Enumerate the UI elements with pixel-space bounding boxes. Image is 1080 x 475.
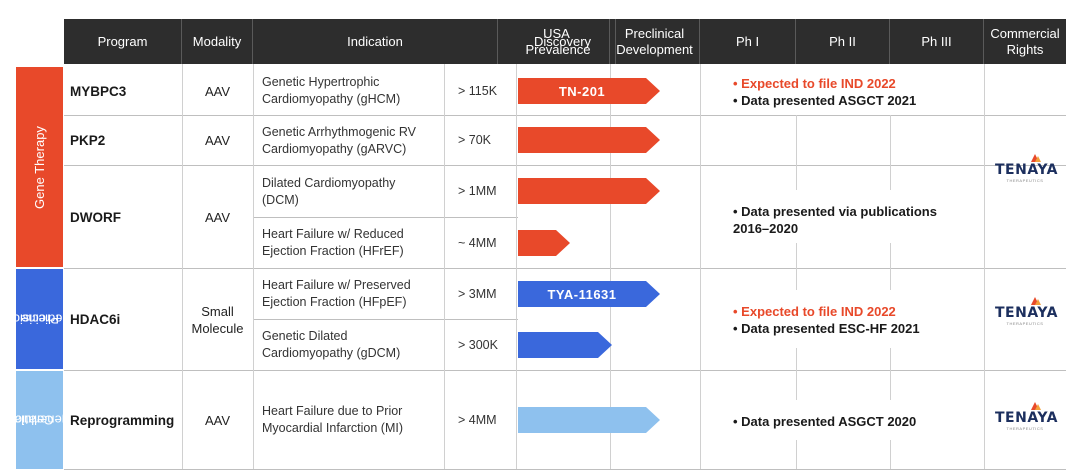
prevalence-mybpc3: > 115K <box>458 83 498 98</box>
header-indication: Indication <box>253 19 498 64</box>
column-divider <box>890 370 891 400</box>
prevalence-dworf-dcm: > 1MM <box>458 184 497 198</box>
header-preclinical: Preclinical Development <box>610 19 700 64</box>
header-ph2: Ph II <box>796 19 890 64</box>
asset-label-tya11631: TYA-11631 <box>547 286 617 302</box>
note-hdac6i: • Expected to file IND 2022 • Data prese… <box>733 304 920 336</box>
asset-label-tn201: TN-201 <box>558 83 606 99</box>
tenaya-logo: TENAYA THERAPEUTICS <box>995 296 1057 326</box>
row-divider <box>64 268 1066 269</box>
program-pkp2: PKP2 <box>70 133 106 148</box>
column-divider <box>444 64 445 469</box>
subrow-divider <box>253 319 518 320</box>
pipeline-bar-mybpc3: TN-201 <box>518 78 660 104</box>
category-cellular-regeneration: Cellular Regeneration <box>8 371 86 469</box>
subrow-divider <box>253 217 518 218</box>
column-divider <box>890 115 891 165</box>
column-divider <box>890 243 891 268</box>
column-divider <box>890 440 891 469</box>
column-divider <box>890 348 891 370</box>
column-divider <box>984 64 985 469</box>
column-divider <box>796 370 797 400</box>
column-divider <box>796 440 797 469</box>
header-ph1: Ph I <box>700 19 796 64</box>
note-dworf: • Data presented via publications 2016–2… <box>733 204 937 236</box>
header-ph3: Ph III <box>890 19 984 64</box>
column-divider <box>182 64 183 469</box>
row-divider <box>64 370 1066 371</box>
prevalence-reprogramming: > 4MM <box>458 412 497 427</box>
header-prevalence: USA Prevalence <box>498 19 616 64</box>
category-gene-therapy: Gene Therapy <box>16 67 63 267</box>
modality-dworf: AAV <box>204 209 231 225</box>
modality-reprogramming: AAV <box>204 412 231 428</box>
indication-mybpc3: Genetic Hypertrophic Cardiomyopathy (gHCM… <box>262 75 401 106</box>
tenaya-logo: TENAYA THERAPEUTICS <box>995 153 1057 183</box>
prevalence-dworf-hfref: ~ 4MM <box>458 235 497 250</box>
category-precision-medicine: Precision Medicine <box>5 269 73 369</box>
indication-hdac6i-hfpef: Heart Failure w/ Preserved Ejection Fract… <box>262 278 411 309</box>
note-mybpc3: • Expected to file IND 2022 • Data prese… <box>733 76 917 108</box>
column-divider <box>700 64 701 469</box>
column-divider <box>796 268 797 290</box>
column-divider <box>890 165 891 190</box>
pipeline-bar-hdac6i-hfpef: TYA-11631 <box>518 281 660 307</box>
program-reprogramming: Reprogramming <box>70 412 175 428</box>
row-divider <box>64 469 1066 470</box>
row-divider <box>64 115 1066 116</box>
note-reprogramming: • Data presented ASGCT 2020 <box>733 414 917 429</box>
column-divider <box>890 268 891 290</box>
program-hdac6i: HDAC6i <box>70 312 121 327</box>
program-mybpc3: MYBPC3 <box>70 83 127 99</box>
indication-pkp2: Genetic Arrhythmogenic RV Cardiomyopathy … <box>262 124 417 156</box>
tenaya-logo: TENAYA THERAPEUTICS <box>995 401 1057 431</box>
indication-hdac6i-gdcm: Genetic Dilated Cardiomyopathy (gDCM) <box>262 329 401 360</box>
column-divider <box>796 243 797 268</box>
header-discovery: Discovery <box>516 19 610 64</box>
indication-dworf-dcm: Dilated Cardiomyopathy (DCM) <box>262 175 396 207</box>
header-program: Program <box>64 19 182 64</box>
row-divider <box>64 165 1066 166</box>
prevalence-hdac6i-hfpef: > 3MM <box>458 286 497 301</box>
column-divider <box>796 165 797 190</box>
column-divider <box>610 64 611 469</box>
indication-reprogramming: Heart Failure due to Prior Myocardial Inf… <box>262 404 404 435</box>
header-modality: Modality <box>182 19 253 64</box>
prevalence-pkp2: > 70K <box>458 133 492 147</box>
modality-hdac6i: Small Molecule <box>191 303 244 336</box>
table-header: Program Modality Indication USA Prevalen… <box>64 19 1066 64</box>
column-divider <box>796 348 797 370</box>
indication-dworf-hfref: Heart Failure w/ Reduced Ejection Fractio… <box>262 227 404 258</box>
modality-mybpc3: AAV <box>204 83 231 99</box>
program-dworf: DWORF <box>70 209 121 225</box>
column-divider <box>516 64 517 469</box>
prevalence-hdac6i-gdcm: > 300K <box>458 337 498 352</box>
header-rights: Commercial Rights <box>990 25 1060 57</box>
column-divider <box>796 115 797 165</box>
column-divider <box>253 64 254 469</box>
modality-pkp2: AAV <box>204 133 231 148</box>
